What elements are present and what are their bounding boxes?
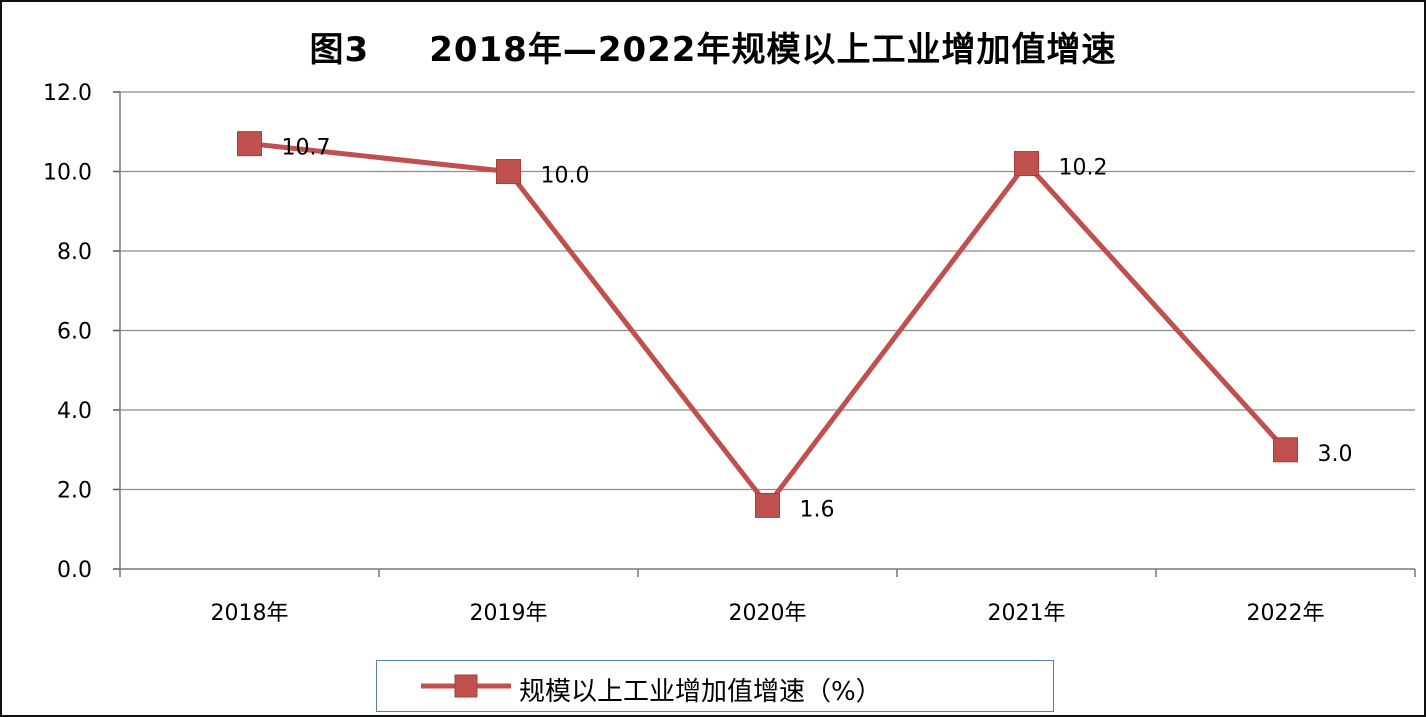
y-tick-label: 0.0 bbox=[57, 558, 92, 583]
x-tick-label: 2021年 bbox=[988, 601, 1066, 626]
chart-title-prefix: 图3 bbox=[309, 30, 370, 70]
axes bbox=[113, 91, 1416, 577]
x-tick-label: 2018年 bbox=[211, 601, 289, 626]
legend-swatch bbox=[421, 674, 511, 698]
data-label: 1.6 bbox=[800, 497, 835, 522]
y-tick-label: 8.0 bbox=[57, 240, 92, 265]
data-label: 10.2 bbox=[1059, 156, 1108, 181]
series-line bbox=[249, 141, 1288, 508]
data-point bbox=[496, 159, 521, 184]
series-path bbox=[249, 141, 1288, 508]
data-point bbox=[237, 131, 262, 157]
x-tick-label: 2022年 bbox=[1247, 601, 1325, 626]
data-label: 10.0 bbox=[541, 164, 590, 189]
legend-label: 规模以上工业增加值增速（%） bbox=[519, 677, 882, 707]
y-tick-label: 12.0 bbox=[43, 81, 92, 106]
legend-marker bbox=[454, 674, 478, 698]
y-tick-label: 4.0 bbox=[57, 399, 92, 424]
y-tick-label: 2.0 bbox=[57, 479, 92, 504]
x-tick-label: 2019年 bbox=[470, 601, 548, 626]
y-tick-label: 10.0 bbox=[43, 161, 92, 186]
data-label: 10.7 bbox=[282, 136, 331, 161]
x-tick-label: 2020年 bbox=[729, 601, 807, 626]
chart-title: 图3 2018年—2022年规模以上工业增加值增速 bbox=[0, 22, 1426, 71]
gridlines bbox=[120, 91, 1415, 491]
data-points bbox=[237, 131, 1298, 518]
x-tick-labels: 2018年 2019年 2020年 2021年 2022年 bbox=[211, 601, 1325, 626]
legend: 规模以上工业增加值增速（%） bbox=[376, 660, 1054, 712]
y-tick-label: 6.0 bbox=[57, 320, 92, 345]
data-point bbox=[1014, 151, 1039, 177]
chart-title-text: 2018年—2022年规模以上工业增加值增速 bbox=[429, 30, 1117, 70]
data-labels: 10.7 10.0 1.6 10.2 3.0 bbox=[282, 136, 1353, 523]
data-point bbox=[1273, 437, 1298, 463]
data-label: 3.0 bbox=[1318, 442, 1353, 467]
data-point bbox=[755, 492, 780, 518]
y-tick-labels: 0.0 2.0 4.0 6.0 8.0 10.0 12.0 bbox=[43, 81, 92, 583]
